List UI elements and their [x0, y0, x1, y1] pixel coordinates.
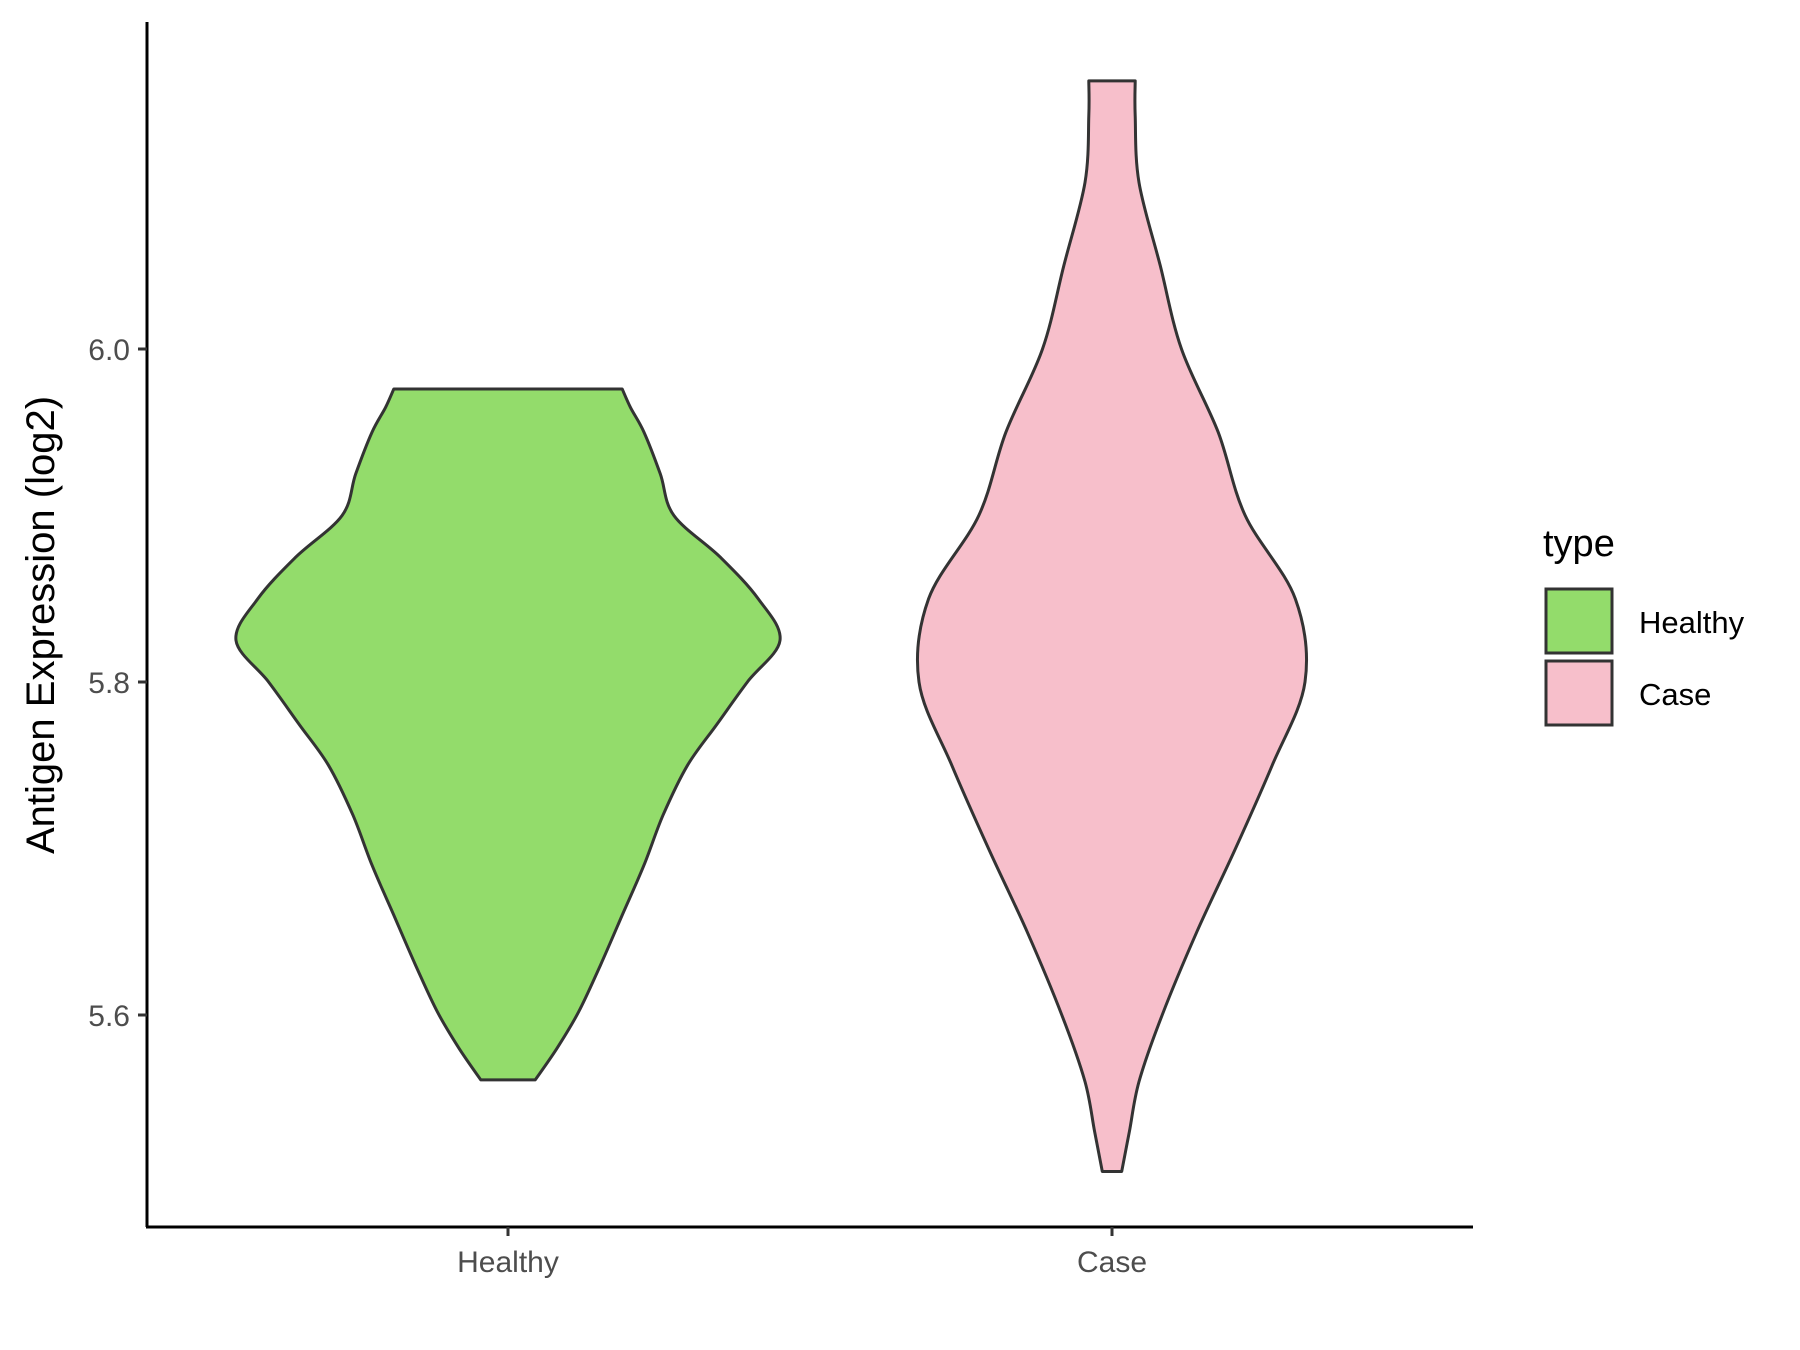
- legend: type Healthy Case: [1543, 523, 1745, 727]
- violin-layer: [234, 79, 1309, 1173]
- violin-case: [915, 79, 1309, 1173]
- legend-key-healthy: [1544, 587, 1614, 655]
- legend-key-case: [1544, 659, 1614, 727]
- axes: 5.6 5.8 6.0 Healthy Case Antigen Expression…: [19, 22, 1473, 1279]
- legend-label-healthy: Healthy: [1639, 605, 1745, 640]
- legend-title: type: [1543, 523, 1615, 565]
- legend-label-case: Case: [1639, 677, 1711, 712]
- x-tick-label-healthy: Healthy: [457, 1246, 559, 1279]
- y-tick-label: 5.8: [88, 667, 130, 700]
- violin-healthy: [234, 387, 782, 1082]
- y-axis-title: Antigen Expression (log2): [19, 396, 63, 854]
- y-tick-label: 5.6: [88, 1000, 130, 1033]
- y-tick-label: 6.0: [88, 334, 130, 367]
- y-ticks: 5.6 5.8 6.0: [88, 334, 147, 1033]
- x-ticks: Healthy Case: [457, 1227, 1147, 1279]
- x-tick-label-case: Case: [1077, 1246, 1147, 1279]
